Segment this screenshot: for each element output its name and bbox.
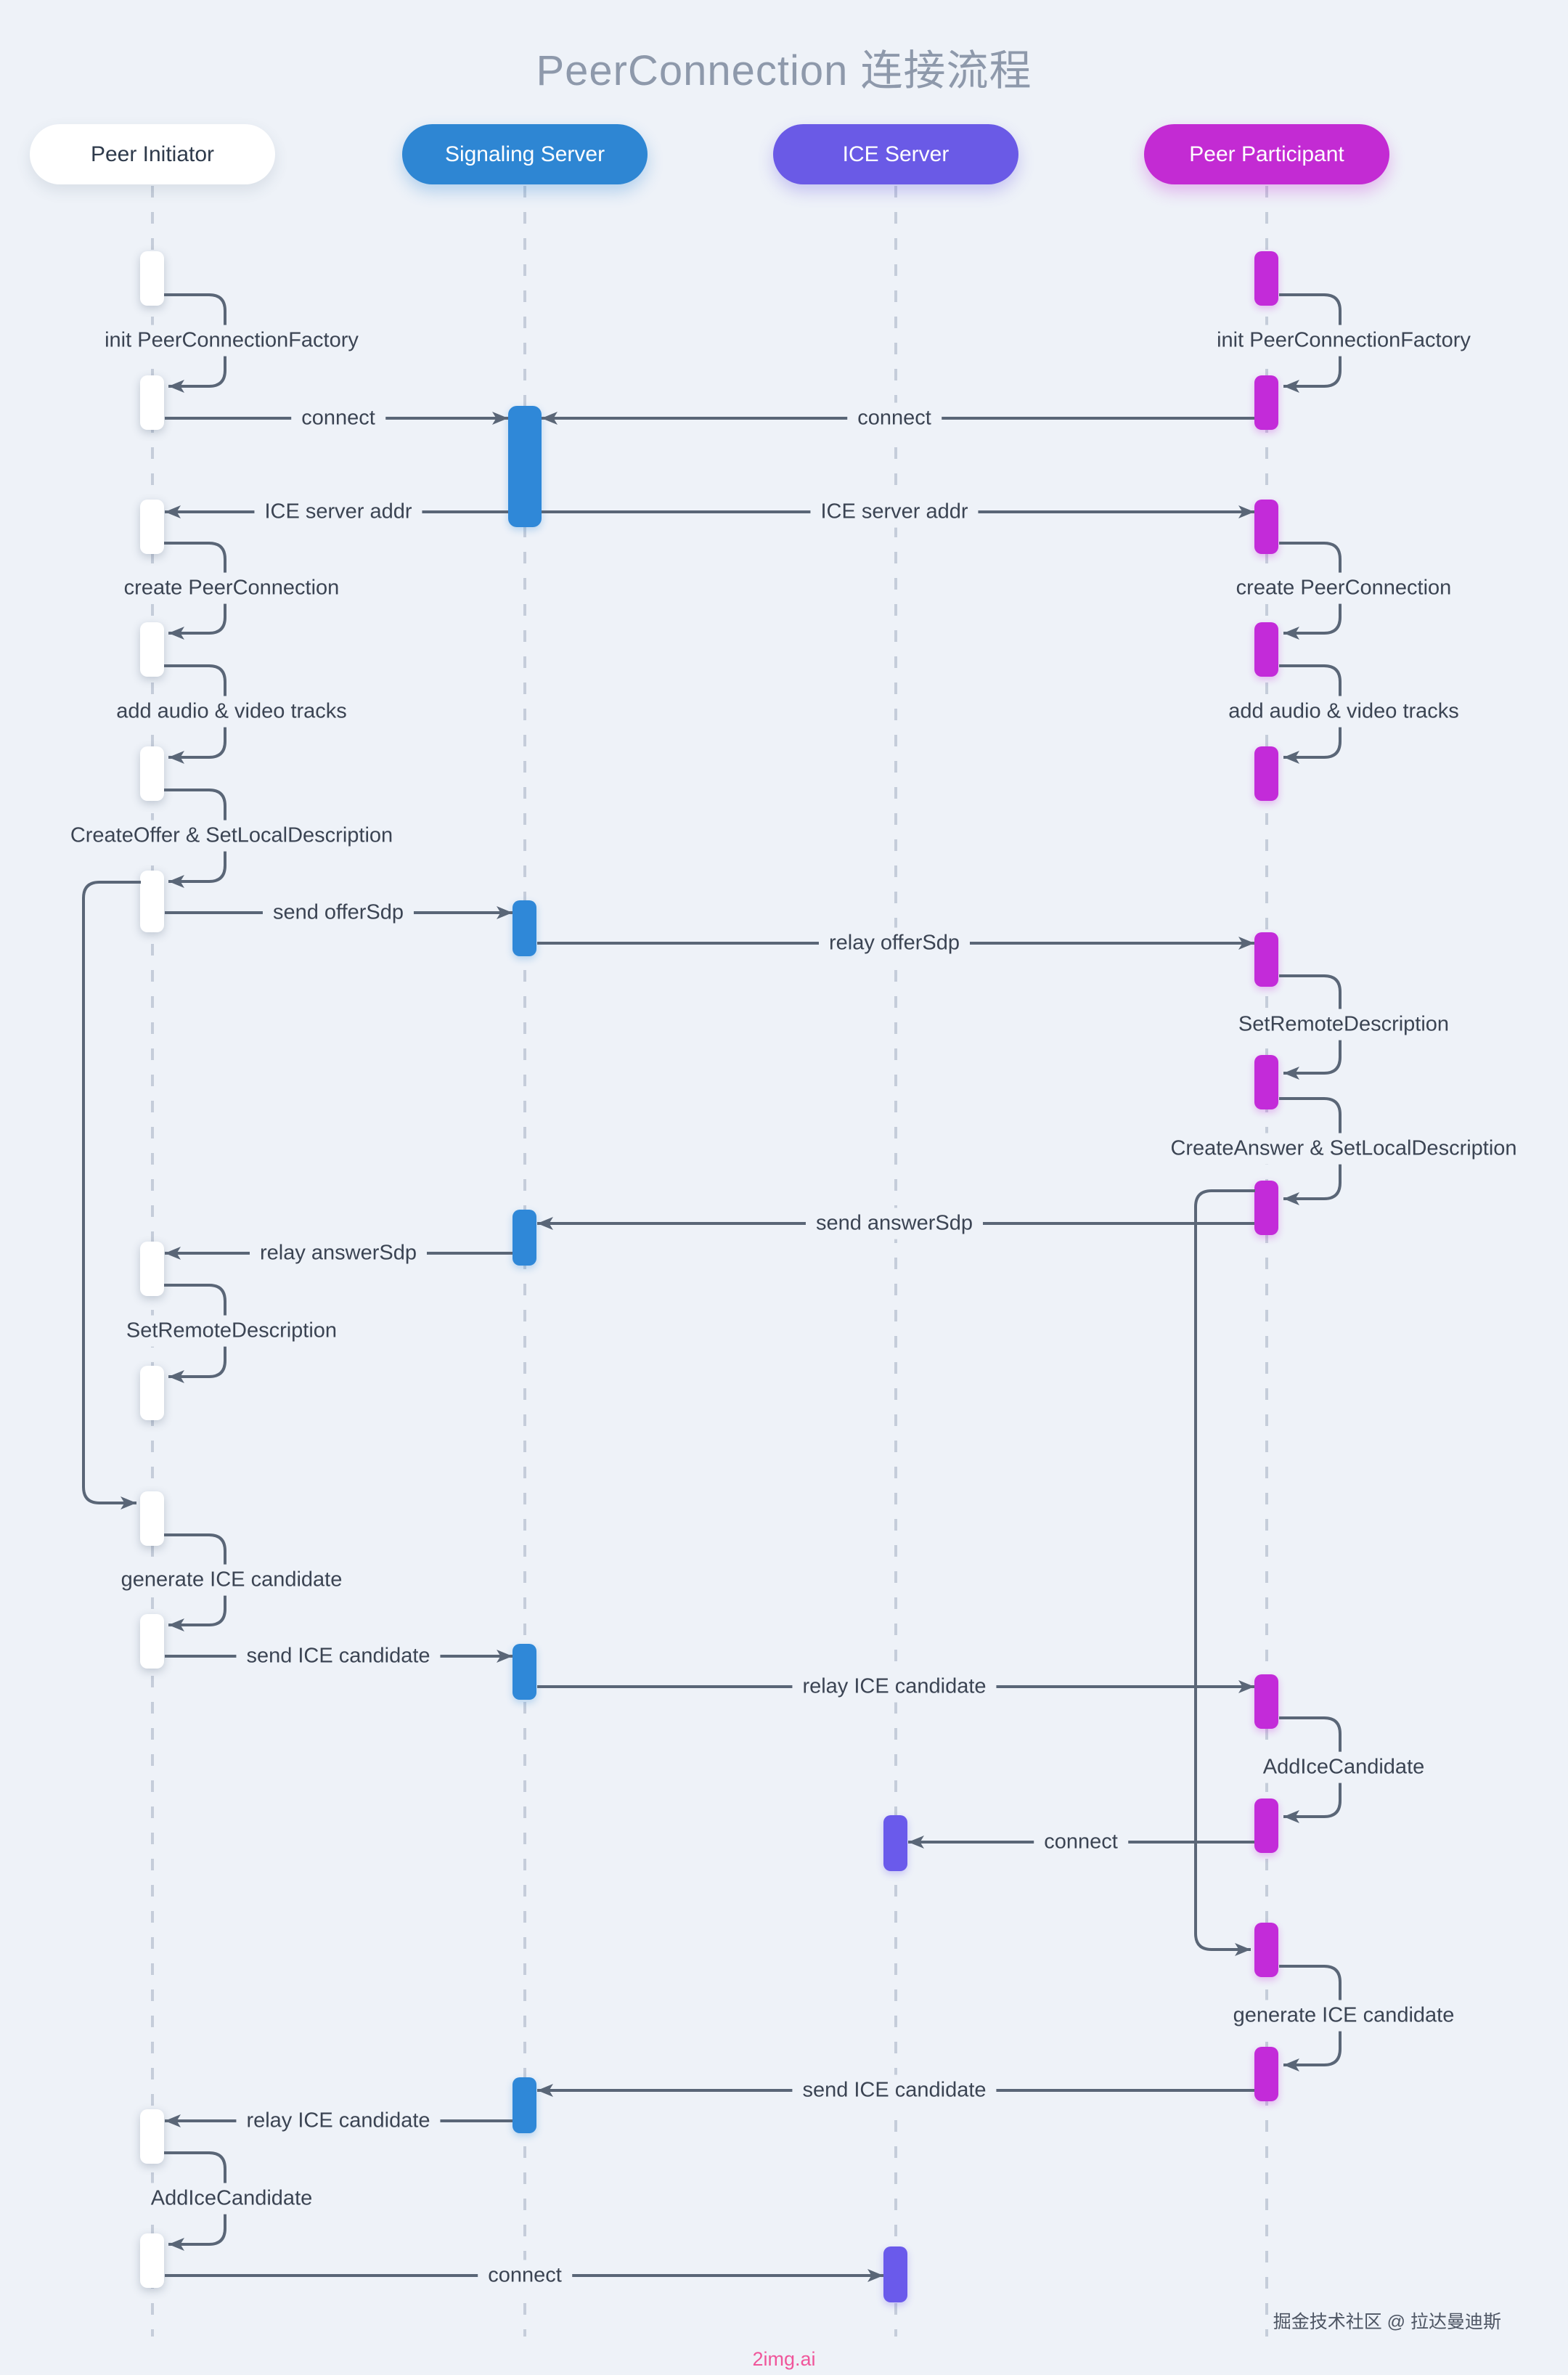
label-connect-participant-signaling: connect	[847, 402, 942, 434]
label-participant-init-factory: init PeerConnectionFactory	[1206, 325, 1481, 357]
activation-ice-1	[883, 1815, 907, 1871]
label-relay-ice-to-initiator: relay ICE candidate	[236, 2105, 441, 2137]
label-connect-initiator-signaling: connect	[291, 402, 385, 434]
actor-signaling-server: Signaling Server	[402, 124, 648, 184]
activation-participant-1	[1254, 251, 1278, 306]
activation-participant-3	[1254, 500, 1278, 554]
label-ice-addr-initiator: ICE server addr	[254, 496, 422, 528]
label-participant-create-answer: CreateAnswer & SetLocalDescription	[1160, 1133, 1527, 1165]
activation-initiator-4	[140, 622, 164, 677]
page-title: PeerConnection 连接流程	[536, 47, 1032, 94]
activation-participant-11	[1254, 1923, 1278, 1977]
label-send-answersdp: send answerSdp	[805, 1207, 984, 1239]
activation-participant-9	[1254, 1674, 1278, 1729]
activation-participant-12	[1254, 2047, 1278, 2101]
activation-initiator-10	[140, 1614, 164, 1669]
activation-initiator-3	[140, 500, 164, 554]
label-initiator-set-remote: SetRemoteDescription	[115, 1315, 348, 1347]
actor-peer-participant: Peer Participant	[1144, 124, 1389, 184]
label-initiator-create-pc: create PeerConnection	[113, 572, 350, 604]
label-send-ice-candidate-participant: send ICE candidate	[792, 2074, 997, 2106]
actor-signaling-server-label: Signaling Server	[444, 142, 605, 166]
activation-participant-10	[1254, 1798, 1278, 1853]
activation-initiator-2	[140, 375, 164, 430]
activation-initiator-7	[140, 1242, 164, 1296]
activation-initiator-11	[140, 2109, 164, 2164]
activation-initiator-8	[140, 1366, 164, 1420]
activation-initiator-9	[140, 1491, 164, 1546]
activation-initiator-12	[140, 2233, 164, 2288]
label-connect-participant-ice: connect	[1034, 1826, 1128, 1858]
label-connect-initiator-ice: connect	[478, 2260, 572, 2292]
activation-participant-4	[1254, 622, 1278, 677]
activation-participant-2	[1254, 375, 1278, 430]
actor-peer-initiator: Peer Initiator	[30, 124, 275, 184]
label-initiator-generate-ice: generate ICE candidate	[110, 1564, 353, 1596]
activation-signaling-1	[508, 406, 542, 527]
activation-initiator-6	[140, 871, 164, 932]
activation-initiator-5	[140, 746, 164, 801]
activation-signaling-4	[513, 1644, 536, 1700]
label-initiator-add-tracks: add audio & video tracks	[106, 696, 357, 728]
bracket-participant-answer-to-ice-gather	[1194, 1189, 1255, 1956]
activation-signaling-5	[513, 2077, 536, 2133]
activation-signaling-2	[513, 900, 536, 956]
label-initiator-create-offer: CreateOffer & SetLocalDescription	[60, 820, 404, 852]
actor-peer-initiator-label: Peer Initiator	[90, 142, 215, 166]
actor-peer-participant-label: Peer Participant	[1189, 142, 1344, 166]
actor-ice-server-label: ICE Server	[842, 142, 950, 166]
activation-participant-6	[1254, 932, 1278, 987]
label-send-ice-candidate-initiator: send ICE candidate	[236, 1640, 441, 1672]
label-participant-create-pc: create PeerConnection	[1225, 572, 1462, 604]
label-initiator-add-ice: AddIceCandidate	[140, 2183, 323, 2215]
label-participant-add-ice: AddIceCandidate	[1252, 1751, 1435, 1783]
label-relay-answersdp: relay answerSdp	[250, 1237, 427, 1269]
community-credit-text: 掘金技术社区 @ 拉达曼迪斯	[1273, 2312, 1501, 2332]
actor-ice-server: ICE Server	[773, 124, 1018, 184]
label-relay-ice-to-participant: relay ICE candidate	[792, 1671, 997, 1703]
label-participant-set-remote: SetRemoteDescription	[1228, 1009, 1460, 1040]
bracket-initiator-offer-to-ice-gather	[82, 881, 141, 1510]
label-initiator-init-factory: init PeerConnectionFactory	[94, 325, 369, 357]
label-relay-offersdp: relay offerSdp	[818, 927, 971, 959]
watermark-text: 2img.ai	[752, 2348, 816, 2370]
activation-signaling-3	[513, 1210, 536, 1266]
label-participant-add-tracks: add audio & video tracks	[1218, 696, 1469, 728]
label-participant-generate-ice: generate ICE candidate	[1222, 2000, 1465, 2032]
activation-participant-7	[1254, 1055, 1278, 1109]
activation-participant-5	[1254, 746, 1278, 801]
activation-ice-2	[883, 2246, 907, 2302]
activation-initiator-1	[140, 251, 164, 306]
label-send-offersdp: send offerSdp	[262, 897, 415, 929]
label-ice-addr-participant: ICE server addr	[810, 496, 979, 528]
activation-participant-8	[1254, 1181, 1278, 1235]
